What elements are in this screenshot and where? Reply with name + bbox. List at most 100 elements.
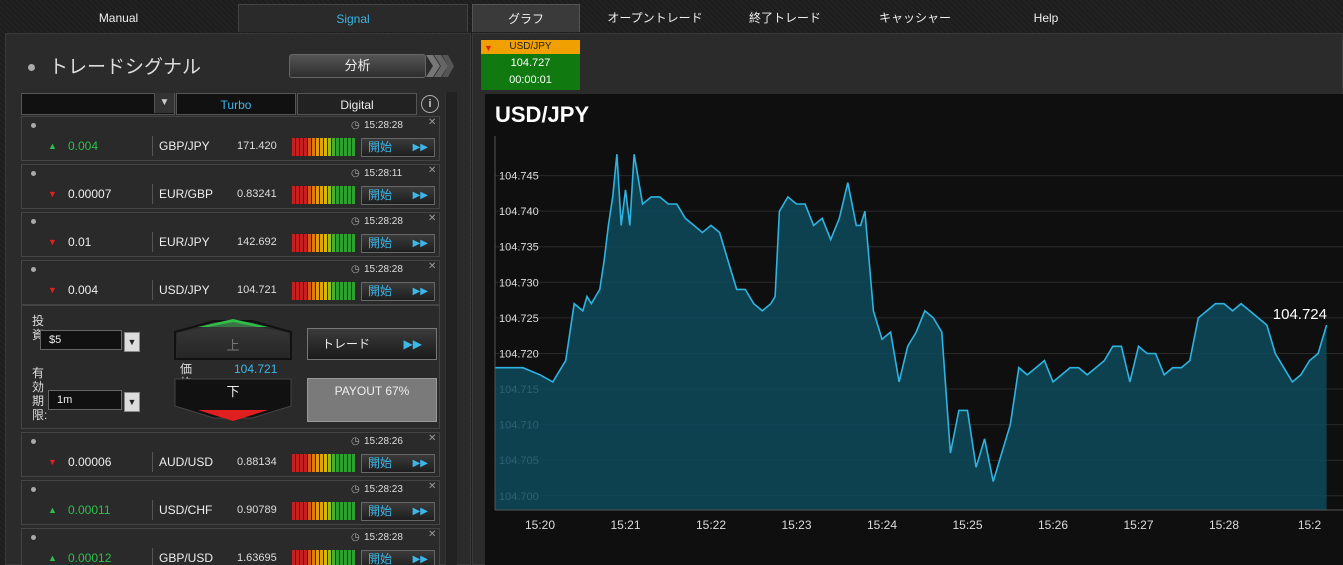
signal-row[interactable]: ◷ 15:28:28 ✕ ▲ 0.004 GBP/JPY 171.420 開始 ▶▶	[21, 116, 440, 161]
signal-row[interactable]: ◷ 15:28:28 ✕ ▼ 0.01 EUR/JPY 142.692 開始 ▶▶	[21, 212, 440, 257]
meter-bar	[292, 454, 295, 472]
bullet-icon	[31, 535, 36, 540]
meter-bar	[336, 138, 339, 156]
start-button[interactable]: 開始 ▶▶	[361, 502, 435, 521]
tab-digital[interactable]: Digital	[297, 93, 417, 115]
meter-bar	[304, 138, 307, 156]
start-button[interactable]: 開始 ▶▶	[361, 234, 435, 253]
close-icon[interactable]: ✕	[428, 529, 437, 540]
meter-bar	[352, 550, 355, 565]
close-icon[interactable]: ✕	[428, 165, 437, 176]
tab-signal[interactable]: Signal	[238, 4, 468, 32]
tab-open-trades[interactable]: オープントレード	[607, 11, 703, 25]
expiry-select[interactable]: 1m	[48, 390, 122, 410]
meter-bar	[312, 138, 315, 156]
tab-manual[interactable]: Manual	[98, 11, 139, 25]
signal-time: 15:28:28	[364, 216, 403, 227]
start-button[interactable]: 開始 ▶▶	[361, 282, 435, 301]
start-button[interactable]: 開始 ▶▶	[361, 550, 435, 565]
signal-change: 0.004	[68, 283, 99, 297]
trade-button[interactable]: トレード ▶▶	[307, 328, 437, 360]
bullet-icon	[31, 487, 36, 492]
meter-bar	[348, 454, 351, 472]
tab-graph[interactable]: グラフ	[472, 4, 580, 32]
y-tick-label: 104.725	[499, 313, 539, 325]
x-tick-label: 15:21	[610, 518, 640, 532]
panel-title-text: トレードシグナル	[49, 57, 202, 78]
close-icon[interactable]: ✕	[428, 117, 437, 128]
meter-bar	[336, 234, 339, 252]
start-button[interactable]: 開始 ▶▶	[361, 186, 435, 205]
call-up-button[interactable]: 上	[174, 318, 292, 360]
meter-bar	[340, 138, 343, 156]
info-icon[interactable]: i	[421, 95, 439, 113]
meter-bar	[312, 502, 315, 520]
meter-bar	[348, 234, 351, 252]
meter-bar	[344, 502, 347, 520]
payout-badge: PAYOUT 67%	[307, 378, 437, 422]
tab-help[interactable]: Help	[1033, 11, 1059, 25]
fast-forward-icon: ▶▶	[412, 238, 428, 249]
close-icon[interactable]: ✕	[428, 213, 437, 224]
signal-row[interactable]: ◷ 15:28:23 ✕ ▲ 0.00011 USD/CHF 0.90789 開始 ▶▶	[21, 480, 440, 525]
signal-change: 0.00012	[68, 551, 112, 565]
area-fill	[495, 154, 1327, 510]
pair-filter-select[interactable]	[21, 93, 175, 115]
strength-meter	[292, 454, 356, 472]
signal-row[interactable]: ◷ 15:28:26 ✕ ▼ 0.00006 AUD/USD 0.88134 開始 ▶▶	[21, 432, 440, 477]
signal-row[interactable]: ◷ 15:28:28 ✕ ▼ 0.004 USD/JPY 104.721 開始 ▶▶	[21, 260, 440, 305]
signal-row[interactable]: ◷ 15:28:11 ✕ ▼ 0.00007 EUR/GBP 0.83241 開始 ▶▶	[21, 164, 440, 209]
down-arrow-icon: ▼	[48, 285, 57, 295]
start-button[interactable]: 開始 ▶▶	[361, 138, 435, 157]
meter-bar	[300, 138, 303, 156]
signal-row[interactable]: ◷ 15:28:28 ✕ ▲ 0.00012 GBP/USD 1.63695 開始 ▶▶	[21, 528, 440, 565]
analyze-button[interactable]: 分析	[289, 54, 426, 78]
meter-bar	[320, 550, 323, 565]
x-tick-label: 15:22	[696, 518, 726, 532]
close-icon[interactable]: ✕	[428, 481, 437, 492]
meter-bar	[308, 454, 311, 472]
meter-bar	[304, 282, 307, 300]
meter-bar	[296, 550, 299, 565]
chevron-down-icon[interactable]: ▼	[154, 93, 174, 113]
meter-bar	[304, 550, 307, 565]
meter-bar	[340, 454, 343, 472]
invest-select[interactable]: $5	[40, 330, 122, 350]
signal-rate: 142.692	[237, 236, 277, 248]
meter-bar	[308, 282, 311, 300]
price-chart[interactable]: USD/JPY 104.700104.705104.710104.715104.…	[485, 94, 1343, 565]
meter-bar	[316, 502, 319, 520]
meter-bar	[328, 454, 331, 472]
start-button[interactable]: 開始 ▶▶	[361, 454, 435, 473]
meter-bar	[308, 138, 311, 156]
bullet-icon	[31, 171, 36, 176]
meter-bar	[328, 234, 331, 252]
meter-bar	[300, 282, 303, 300]
clock-icon: ◷	[351, 168, 360, 179]
tab-cashier[interactable]: キャッシャー	[878, 11, 951, 25]
put-down-button[interactable]: 下	[174, 378, 292, 422]
tab-closed-trades[interactable]: 終了トレード	[748, 11, 821, 25]
divider	[152, 280, 153, 300]
signal-rate: 0.88134	[237, 456, 277, 468]
chevron-down-icon[interactable]: ▼	[124, 392, 140, 412]
meter-bar	[352, 502, 355, 520]
meter-bar	[308, 186, 311, 204]
chevrons-right-icon[interactable]	[426, 54, 454, 78]
tab-turbo[interactable]: Turbo	[176, 93, 296, 115]
strength-meter	[292, 186, 356, 204]
chart-svg: 104.700104.705104.710104.715104.720104.7…	[494, 136, 1343, 532]
chevron-down-icon[interactable]: ▼	[124, 332, 140, 352]
meter-bar	[300, 186, 303, 204]
meter-bar	[312, 234, 315, 252]
mini-quote-pair: USD/JPY	[509, 41, 552, 52]
scrollbar[interactable]	[445, 92, 457, 565]
meter-bar	[332, 550, 335, 565]
close-icon[interactable]: ✕	[428, 433, 437, 444]
close-icon[interactable]: ✕	[428, 261, 437, 272]
mini-quote-box[interactable]: ▼ USD/JPY 104.727 00:00:01	[481, 40, 580, 90]
meter-bar	[328, 138, 331, 156]
meter-bar	[300, 234, 303, 252]
clock-icon: ◷	[351, 120, 360, 131]
